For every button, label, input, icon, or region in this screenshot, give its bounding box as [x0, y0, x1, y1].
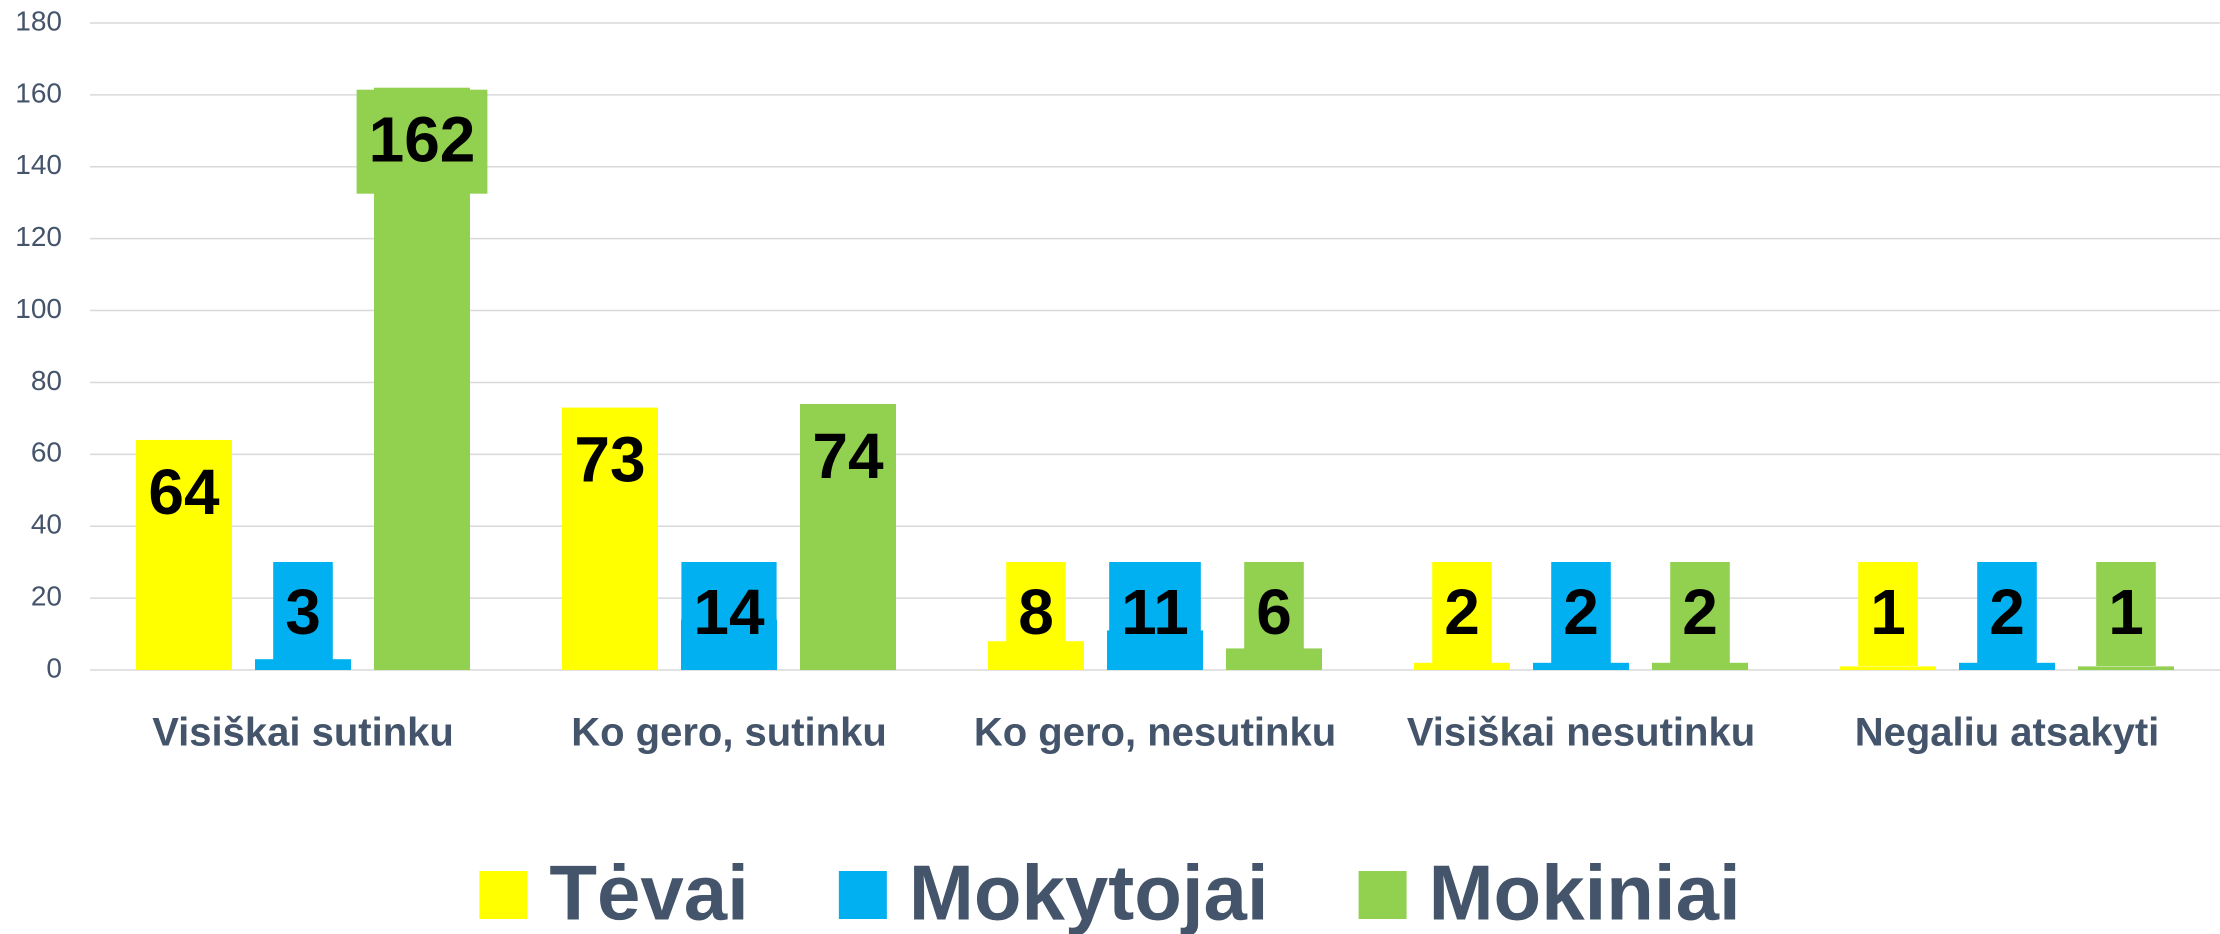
legend-swatch [838, 871, 887, 919]
data-label-box [1858, 562, 1918, 666]
data-label: 74 [812, 420, 884, 492]
bar [1652, 662, 1748, 670]
y-tick-label: 20 [31, 581, 62, 612]
data-label-box [273, 562, 333, 666]
y-tick-label: 100 [15, 293, 62, 324]
data-label-box [356, 89, 488, 194]
data-label: 2 [1989, 576, 2025, 648]
data-label-box [1977, 562, 2037, 666]
y-tick-label: 180 [15, 5, 62, 36]
data-label: 2 [1444, 576, 1480, 648]
y-tick-label: 140 [15, 149, 62, 180]
bar [1959, 662, 2055, 670]
data-label: 3 [285, 576, 321, 648]
data-label-box [1432, 562, 1492, 666]
data-label: 64 [148, 456, 220, 528]
data-label-box [1551, 562, 1611, 666]
bar [2078, 666, 2174, 670]
data-label: 14 [693, 576, 765, 648]
legend-label: Mokytojai [909, 849, 1269, 934]
data-label: 73 [574, 424, 645, 496]
data-label: 162 [369, 104, 476, 176]
x-tick-label: Ko gero, sutinku [571, 711, 887, 755]
legend-label: Mokiniai [1429, 849, 1741, 934]
bar [1840, 666, 1936, 670]
data-label: 6 [1256, 576, 1292, 648]
y-tick-label: 0 [46, 652, 62, 683]
y-tick-label: 80 [31, 365, 62, 396]
data-label-box [1006, 562, 1066, 666]
bar [1414, 662, 1510, 670]
legend-swatch [479, 871, 528, 919]
data-label-box [800, 406, 896, 511]
x-tick-label: Visiškai sutinku [152, 711, 454, 755]
data-label: 2 [1682, 576, 1718, 648]
data-label: 1 [1870, 576, 1906, 648]
bar [1533, 662, 1629, 670]
data-label-box [1244, 562, 1304, 666]
y-tick-label: 60 [31, 437, 62, 468]
data-label: 8 [1018, 576, 1054, 648]
y-tick-label: 160 [15, 77, 62, 108]
data-label-box [681, 562, 777, 666]
x-tick-label: Visiškai nesutinku [1407, 711, 1755, 755]
y-tick-label: 40 [31, 509, 62, 540]
data-label-box [1109, 562, 1201, 666]
legend-label: Tėvai [549, 849, 748, 934]
data-label-box [562, 409, 658, 514]
data-label-box [136, 441, 232, 546]
data-label-box [2096, 562, 2156, 666]
x-tick-label: Negaliu atsakyti [1855, 711, 2160, 755]
legend-swatch [1358, 871, 1407, 919]
y-tick-label: 120 [15, 221, 62, 252]
data-label: 11 [1121, 576, 1189, 648]
data-label: 1 [2108, 576, 2144, 648]
data-label: 2 [1563, 576, 1599, 648]
x-tick-label: Ko gero, nesutinku [974, 711, 1336, 755]
data-label-box [1670, 562, 1730, 666]
